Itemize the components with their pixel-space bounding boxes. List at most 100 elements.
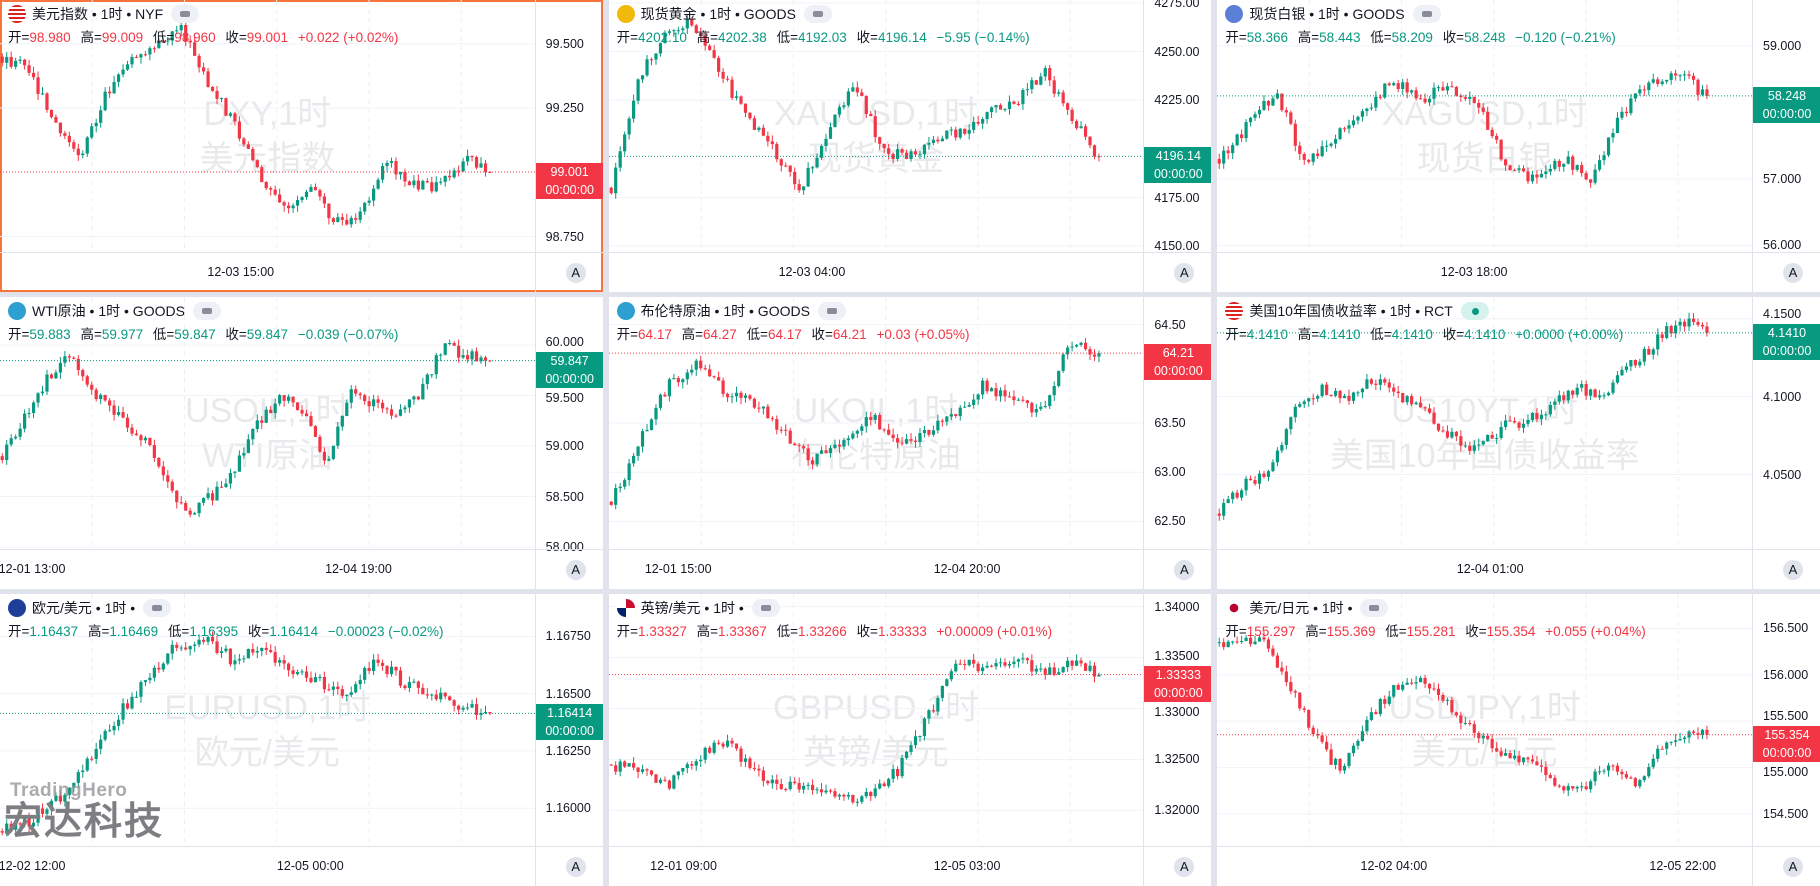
auto-scale-button[interactable]: A — [565, 560, 586, 580]
collapse-icon[interactable] — [143, 599, 172, 617]
candle-body — [0, 56, 4, 63]
collapse-icon[interactable] — [1412, 5, 1441, 23]
auto-scale-button[interactable]: A — [1174, 857, 1195, 877]
price-axis[interactable]: 59.000 57.000 56.000 58.248 00:00:00 — [1752, 0, 1820, 252]
symbol-header[interactable]: 欧元/美元 • 1时 • — [8, 598, 172, 618]
time-axis[interactable]: 12-02 04:00 12-05 22:00 — [1217, 846, 1752, 886]
auto-scale-button[interactable]: A — [1783, 560, 1803, 580]
candle-body — [295, 671, 300, 675]
candle-body — [783, 165, 788, 167]
symbol-title[interactable]: 布伦特原油 • 1时 • GOODS — [640, 303, 810, 319]
candle-body — [210, 636, 215, 642]
time-axis[interactable]: 12-03 18:00 — [1217, 252, 1752, 292]
time-axis[interactable]: 12-03 04:00 — [608, 252, 1144, 292]
time-axis[interactable]: 12-01 15:00 12-04 20:00 — [608, 549, 1144, 589]
candle-body — [913, 151, 917, 155]
price-tick: 1.34000 — [1154, 599, 1200, 614]
candle-body — [331, 445, 335, 459]
symbol-title[interactable]: 美元指数 • 1时 • NYF — [32, 6, 164, 22]
symbol-header[interactable]: 美元/日元 • 1时 • — [1225, 598, 1389, 618]
chart-panel[interactable]: 现货黄金 • 1时 • GOODS 开=4202.10 高=4202.38 低=… — [608, 0, 1212, 292]
candle-body — [112, 725, 116, 731]
symbol-title[interactable]: 现货黄金 • 1时 • GOODS — [640, 6, 796, 22]
auto-scale-button[interactable]: A — [1174, 560, 1195, 580]
symbol-title[interactable]: 美国10年国债收益率 • 1时 • RCT — [1249, 303, 1453, 319]
candle-body — [273, 189, 277, 195]
candle-body — [376, 659, 380, 663]
collapse-icon[interactable] — [803, 5, 832, 23]
candle-body — [354, 684, 358, 693]
symbol-header[interactable]: 美元指数 • 1时 • NYF — [8, 4, 200, 24]
chart-panel[interactable]: WTI原油 • 1时 • GOODS 开=59.883 高=59.977 低=5… — [0, 297, 603, 589]
candle-body — [457, 705, 461, 710]
auto-scale-button[interactable]: A — [565, 857, 586, 877]
time-axis[interactable]: 12-03 15:00 — [0, 252, 535, 292]
chart-panel[interactable]: 美国10年国债收益率 • 1时 • RCT 开=4.1410 高=4.1410 … — [1217, 297, 1820, 589]
candle-body — [291, 670, 295, 675]
candle-body — [1320, 735, 1325, 742]
candle-body — [1468, 445, 1472, 451]
symbol-title[interactable]: 美元/日元 • 1时 • — [1249, 600, 1353, 616]
time-axis[interactable]: 12-01 09:00 12-05 03:00 — [608, 846, 1144, 886]
candle-body — [1379, 379, 1383, 385]
auto-scale-button[interactable]: A — [1783, 857, 1803, 877]
price-axis[interactable]: 60.000 59.500 59.000 58.500 58.000 59.847 00:0… — [534, 297, 603, 554]
open-value: 64.17 — [638, 327, 672, 342]
chart-panel[interactable]: 美元/日元 • 1时 • 开=155.297 高=155.369 低=155.2… — [1217, 594, 1820, 886]
auto-scale-button[interactable]: A — [1174, 263, 1195, 283]
candle-body — [985, 112, 989, 120]
candle-body — [859, 796, 864, 802]
chart-panel[interactable]: 美元指数 • 1时 • NYF 开=98.980 高=99.009 低=98.9… — [0, 0, 603, 292]
price-axis[interactable]: 64.50 63.50 63.00 62.50 64.21 00:00:00 — [1143, 297, 1212, 549]
time-axis[interactable]: 12-04 01:00 — [1217, 549, 1752, 589]
price-axis[interactable]: 4.1500 4.1000 4.0500 4.1410 00:00:00 — [1752, 297, 1820, 549]
time-axis[interactable]: 12-02 12:00 12-05 00:00 — [0, 846, 535, 886]
symbol-title[interactable]: 现货白银 • 1时 • GOODS — [1249, 6, 1405, 22]
price-axis[interactable]: 1.34000 1.33500 1.33000 1.32500 1.32000 1.333… — [1143, 594, 1212, 846]
candle-body — [1508, 165, 1513, 171]
symbol-header[interactable]: 英镑/美元 • 1时 • — [616, 598, 780, 618]
price-axis[interactable]: 99.500 99.250 98.750 99.001 00:00:00 — [534, 0, 603, 252]
chart-panel[interactable]: 英镑/美元 • 1时 • 开=1.33327 高=1.33367 低=1.332… — [608, 594, 1212, 886]
collapse-icon[interactable] — [171, 5, 200, 23]
candle-body — [891, 434, 895, 439]
price-axis[interactable]: 1.16750 1.16500 1.16250 1.16000 1.16414 00:00… — [534, 594, 603, 846]
price-tick: 4.1500 — [1763, 306, 1802, 321]
collapse-icon[interactable] — [1360, 599, 1389, 617]
candle-body — [1441, 87, 1445, 91]
symbol-title[interactable]: WTI原油 • 1时 • GOODS — [32, 303, 185, 319]
candle-body — [206, 636, 210, 642]
candle-body — [922, 718, 926, 737]
collapse-icon[interactable] — [192, 302, 221, 320]
time-tick: 12-03 04:00 — [778, 265, 846, 279]
candle-body — [1070, 109, 1074, 122]
candle-body — [725, 78, 729, 80]
candle-body — [287, 663, 291, 671]
symbol-header[interactable]: 现货白银 • 1时 • GOODS — [1225, 4, 1441, 24]
symbol-title[interactable]: 欧元/美元 • 1时 • — [32, 600, 136, 616]
market-status-icon[interactable] — [1460, 302, 1489, 320]
auto-scale-button[interactable]: A — [565, 263, 586, 283]
candle-body — [269, 188, 273, 190]
symbol-header[interactable]: WTI原油 • 1时 • GOODS — [8, 301, 221, 321]
price-axis[interactable]: 156.500 156.000 155.500 155.000 154.500 155.3… — [1752, 594, 1820, 846]
symbol-header[interactable]: 美国10年国债收益率 • 1时 • RCT — [1225, 301, 1489, 321]
auto-scale-button[interactable]: A — [1783, 263, 1803, 283]
candle-body — [1625, 366, 1629, 370]
price-tick: 58.500 — [545, 489, 584, 504]
symbol-header[interactable]: 布伦特原油 • 1时 • GOODS — [616, 301, 846, 321]
collapse-icon[interactable] — [751, 599, 780, 617]
close-value: 99.001 — [246, 30, 289, 45]
candle-body — [797, 783, 801, 790]
symbol-title[interactable]: 英镑/美元 • 1时 • — [640, 600, 744, 616]
chart-panel[interactable]: 布伦特原油 • 1时 • GOODS 开=64.17 高=64.27 低=64.… — [608, 297, 1212, 589]
candle-body — [788, 430, 792, 444]
chart-panel[interactable]: 现货白银 • 1时 • GOODS 开=58.366 高=58.443 低=58… — [1217, 0, 1820, 292]
price-axis[interactable]: 4275.00 4250.00 4225.00 4175.00 4150.00 4196.… — [1143, 0, 1212, 253]
collapse-icon[interactable] — [817, 302, 846, 320]
time-axis[interactable]: 12-01 13:00 12-04 19:00 — [0, 549, 535, 589]
candle-body — [1003, 662, 1007, 666]
symbol-header[interactable]: 现货黄金 • 1时 • GOODS — [616, 4, 832, 24]
candle-body — [1705, 89, 1709, 96]
candle-body — [1392, 685, 1396, 697]
